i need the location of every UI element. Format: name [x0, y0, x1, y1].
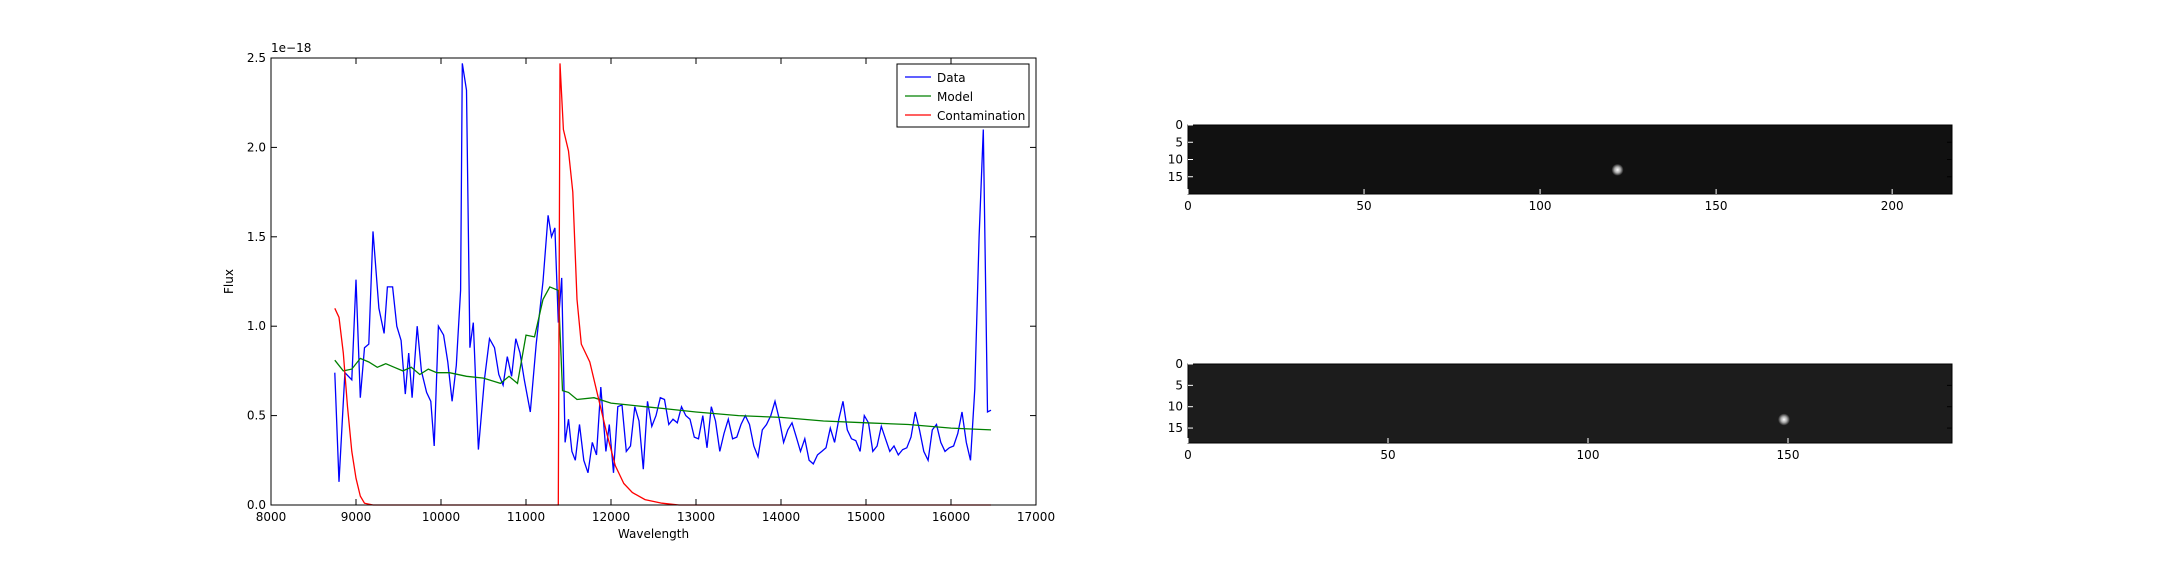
y-tick-label: 5 [1175, 135, 1183, 149]
x-tick-label: 100 [1529, 199, 1552, 213]
source-spot [1611, 163, 1624, 176]
series-line [334, 63, 991, 506]
plot-frame [270, 57, 1037, 506]
series-line [334, 63, 992, 482]
y-tick-label: 0 [1175, 357, 1183, 371]
y-axis-label: Flux [222, 269, 236, 294]
y-tick-label: 0.0 [247, 498, 266, 512]
plot-area [271, 58, 1036, 505]
y-tick-label: 5 [1175, 378, 1183, 392]
legend-label: Model [937, 90, 973, 104]
x-tick-label: 8000 [256, 510, 287, 524]
y-tick-label: 15 [1168, 170, 1183, 184]
x-tick-label: 100 [1577, 448, 1600, 462]
x-tick-label: 9000 [341, 510, 372, 524]
image [1188, 364, 1952, 443]
x-tick-label: 12000 [592, 510, 630, 524]
x-tick-label: 150 [1777, 448, 1800, 462]
x-tick-label: 200 [1881, 199, 1904, 213]
x-tick-label: 14000 [762, 510, 800, 524]
x-tick-label: 15000 [847, 510, 885, 524]
x-tick-label: 150 [1705, 199, 1728, 213]
x-tick-label: 16000 [932, 510, 970, 524]
y-tick-label: 10 [1168, 400, 1183, 414]
image-frame [1187, 363, 1953, 444]
source-spot [1778, 413, 1790, 426]
y-tick-label: 1.0 [247, 319, 266, 333]
legend-label: Data [937, 71, 966, 85]
x-tick-label: 10000 [422, 510, 460, 524]
x-tick-label: 17000 [1017, 510, 1055, 524]
x-tick-label: 11000 [507, 510, 545, 524]
x-tick-label: 13000 [677, 510, 715, 524]
x-tick-label: 0 [1184, 199, 1192, 213]
series-line [334, 286, 992, 431]
y-offset-label: 1e−18 [271, 41, 311, 55]
y-tick-label: 15 [1168, 421, 1183, 435]
x-tick-label: 0 [1184, 448, 1192, 462]
y-tick-label: 2.5 [247, 51, 266, 65]
y-tick-label: 2.0 [247, 140, 266, 154]
image [1188, 125, 1952, 194]
y-tick-label: 0 [1175, 118, 1183, 132]
y-tick-label: 0.5 [247, 409, 266, 423]
legend-label: Contamination [937, 109, 1025, 123]
x-tick-label: 50 [1380, 448, 1395, 462]
y-tick-label: 10 [1168, 153, 1183, 167]
x-tick-label: 50 [1356, 199, 1371, 213]
y-tick-label: 1.5 [247, 230, 266, 244]
x-axis-label: Wavelength [618, 527, 689, 541]
